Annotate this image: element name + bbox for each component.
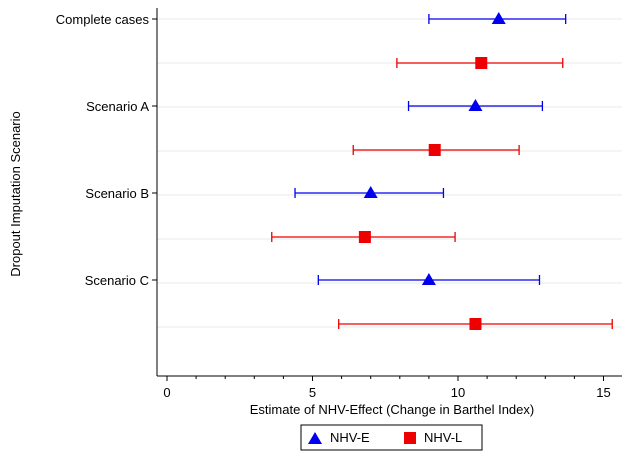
x-tick-label: 5 [309, 385, 316, 400]
legend-label-nhv-e: NHV-E [330, 430, 370, 445]
x-tick-label: 15 [596, 385, 610, 400]
group-label-scenario-b: Scenario B [85, 186, 149, 201]
ci-row-nhv-e-complete-cases [428, 12, 567, 24]
ci-row-nhv-l-scenario-c [338, 318, 613, 330]
ci-row-nhv-l-scenario-a [352, 144, 520, 156]
ci-row-nhv-l-scenario-b [271, 231, 456, 243]
point-estimate-marker [358, 231, 371, 243]
group-label-scenario-c: Scenario C [85, 273, 149, 288]
point-estimate-marker [428, 144, 441, 156]
x-tick-label: 0 [163, 385, 170, 400]
legend: NHV-E NHV-L [300, 424, 483, 451]
ci-row-nhv-e-scenario-c [317, 273, 541, 285]
point-estimate-marker [491, 12, 506, 24]
ci-row-nhv-e-scenario-a [407, 99, 544, 111]
x-axis-title: Estimate of NHV-Effect (Change in Barthe… [250, 402, 534, 417]
x-tick-label: 10 [451, 385, 465, 400]
group-labels: Complete cases Scenario A Scenario B Scenar… [56, 12, 157, 288]
group-label-complete-cases: Complete cases [56, 12, 150, 27]
legend-label-nhv-l: NHV-L [424, 430, 462, 445]
point-estimate-marker [421, 273, 436, 285]
x-ticks: 0 5 10 15 [163, 376, 611, 400]
point-estimate-marker [468, 99, 483, 111]
point-estimate-marker [363, 186, 378, 198]
legend-marker-nhv-l [404, 432, 416, 444]
legend-marker-nhv-e [308, 432, 322, 444]
axes [156, 8, 622, 377]
point-estimate-marker [469, 318, 482, 330]
y-axis-title: Dropout Imputation Scenario [8, 111, 23, 276]
ci-row-nhv-e-scenario-b [294, 186, 445, 198]
point-estimate-marker [475, 57, 488, 69]
series-layer [271, 12, 613, 330]
grid-lines [157, 18, 622, 328]
legend-box [300, 424, 483, 451]
group-label-scenario-a: Scenario A [86, 99, 149, 114]
ci-row-nhv-l-complete-cases [396, 57, 564, 69]
